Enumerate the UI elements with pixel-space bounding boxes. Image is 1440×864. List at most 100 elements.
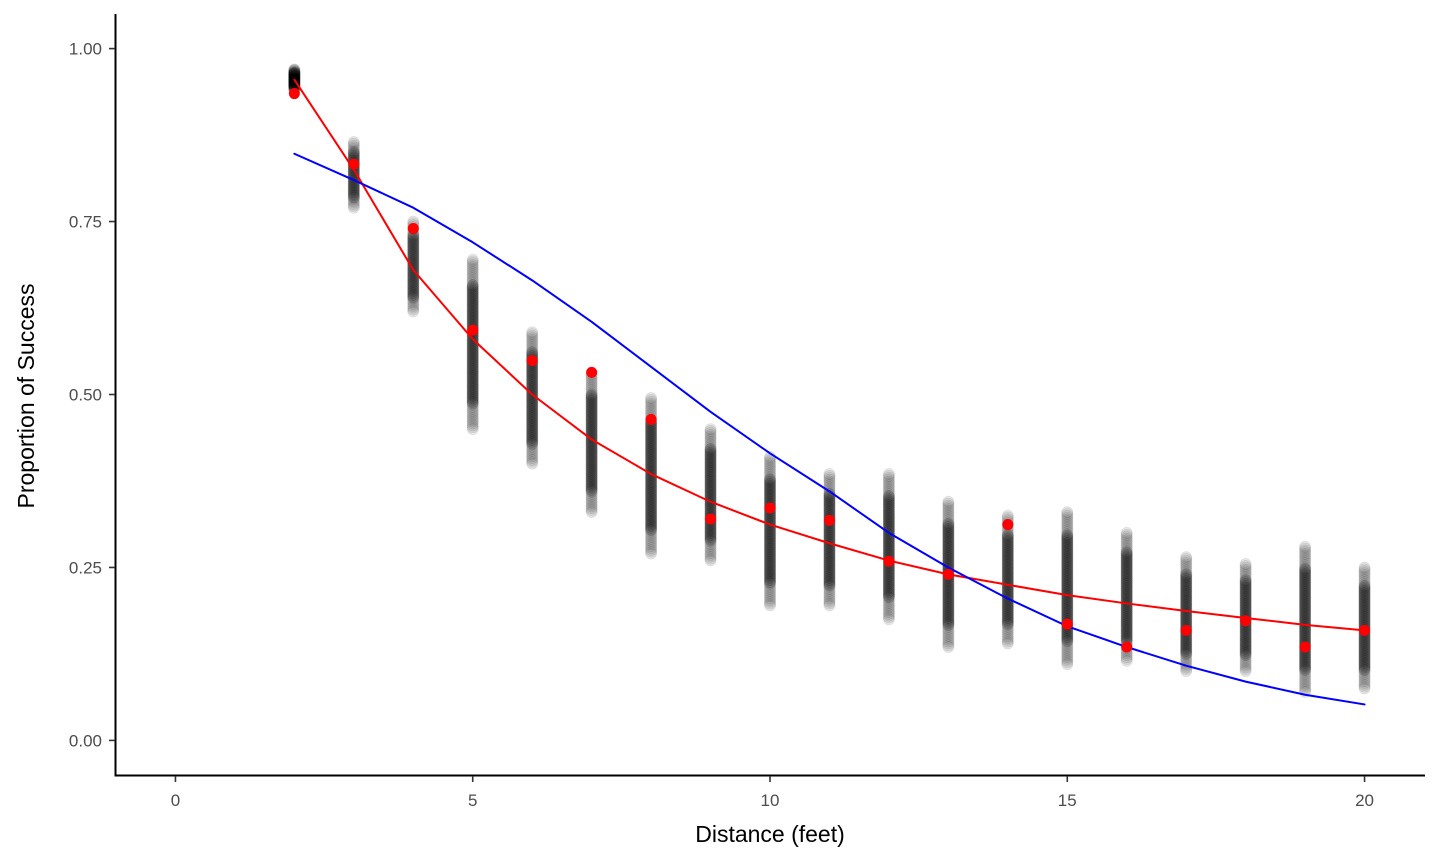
simulated-point	[466, 309, 479, 322]
simulated-point	[407, 238, 420, 251]
simulated-point	[764, 599, 776, 612]
simulated-point	[526, 446, 539, 459]
simulated-point	[407, 283, 420, 296]
simulated-point	[526, 430, 539, 443]
simulated-point	[407, 289, 420, 302]
simulated-point	[466, 286, 479, 299]
simulated-point	[526, 377, 539, 390]
observed-point	[526, 355, 538, 367]
simulated-point	[526, 457, 539, 470]
simulated-point	[466, 277, 479, 290]
simulated-points-x15	[1061, 506, 1074, 671]
simulated-point	[288, 70, 301, 83]
simulated-point	[407, 288, 420, 301]
simulated-point	[407, 243, 420, 256]
simulated-point	[526, 419, 539, 432]
simulated-points-x14	[1001, 509, 1014, 650]
simulated-point	[526, 431, 539, 444]
simulated-point	[466, 311, 479, 324]
simulated-point	[526, 400, 539, 413]
observed-point	[288, 88, 300, 100]
simulated-point	[466, 304, 479, 317]
simulated-point	[526, 335, 539, 348]
simulated-point	[823, 579, 836, 592]
y-axis-ticks: 0.00 0.25 0.50 0.75 1.00	[69, 40, 115, 750]
simulated-point	[407, 292, 420, 305]
simulated-point	[882, 591, 895, 604]
simulated-point	[466, 371, 479, 384]
simulated-point	[407, 303, 420, 316]
simulated-point	[823, 599, 836, 612]
simulated-point	[466, 375, 479, 388]
simulated-point	[407, 240, 420, 253]
simulated-point	[526, 342, 539, 355]
simulated-point	[942, 619, 955, 632]
simulated-point	[526, 422, 539, 435]
simulated-point	[526, 381, 539, 394]
simulated-point	[466, 299, 479, 312]
simulated-point	[526, 379, 539, 392]
simulated-point	[526, 366, 539, 379]
simulated-point	[585, 387, 598, 400]
simulated-point	[466, 390, 479, 403]
simulated-point	[466, 343, 479, 356]
simulated-point	[526, 414, 539, 427]
simulated-point	[466, 364, 479, 377]
simulated-point	[466, 298, 479, 311]
blue-fit-line	[293, 152, 1366, 706]
simulated-point	[347, 183, 360, 196]
simulated-point	[466, 377, 479, 390]
observed-point	[467, 324, 479, 336]
observed-point	[1180, 624, 1192, 636]
simulated-point	[466, 385, 479, 398]
simulated-point	[526, 455, 539, 468]
simulated-point	[347, 186, 360, 199]
simulated-point	[288, 71, 301, 84]
simulated-point	[466, 364, 479, 377]
simulated-point	[526, 413, 539, 426]
simulated-point	[466, 362, 479, 375]
simulated-point	[526, 337, 539, 350]
simulated-point	[466, 288, 479, 301]
simulated-point	[1001, 637, 1014, 650]
simulated-point	[466, 391, 479, 404]
simulated-point	[466, 340, 479, 353]
simulated-point	[466, 255, 479, 268]
simulated-point	[526, 424, 539, 437]
simulated-point	[526, 390, 539, 403]
simulated-point	[466, 368, 479, 381]
y-tick-label: 0.50	[69, 386, 102, 405]
simulated-point	[526, 421, 539, 434]
simulated-point	[347, 141, 360, 154]
simulated-point	[288, 71, 301, 84]
simulated-point	[585, 485, 598, 498]
simulated-point	[526, 375, 539, 388]
simulated-point	[466, 284, 479, 297]
simulated-point	[466, 348, 479, 361]
simulated-point	[347, 184, 360, 197]
simulated-point	[526, 410, 539, 423]
simulated-point	[1299, 664, 1312, 677]
simulated-point	[526, 412, 539, 425]
simulated-point	[407, 282, 420, 295]
simulated-point	[466, 392, 479, 405]
simulated-point	[526, 405, 539, 418]
simulated-point	[288, 64, 301, 77]
simulated-point	[407, 301, 420, 314]
simulated-point	[466, 384, 479, 397]
simulated-point	[526, 435, 539, 448]
x-tick-label: 5	[468, 791, 477, 810]
simulated-points-x10	[764, 450, 776, 612]
simulated-point	[526, 401, 539, 414]
simulated-point	[645, 547, 658, 560]
simulated-point	[347, 189, 360, 202]
simulated-point	[466, 297, 479, 310]
simulated-point	[526, 371, 539, 384]
simulated-point	[526, 454, 539, 467]
simulated-point	[407, 235, 420, 248]
simulated-point	[347, 196, 360, 209]
simulated-point	[407, 290, 420, 303]
simulated-points-x5	[466, 253, 479, 436]
simulated-point	[407, 291, 420, 304]
simulated-point	[466, 293, 479, 306]
